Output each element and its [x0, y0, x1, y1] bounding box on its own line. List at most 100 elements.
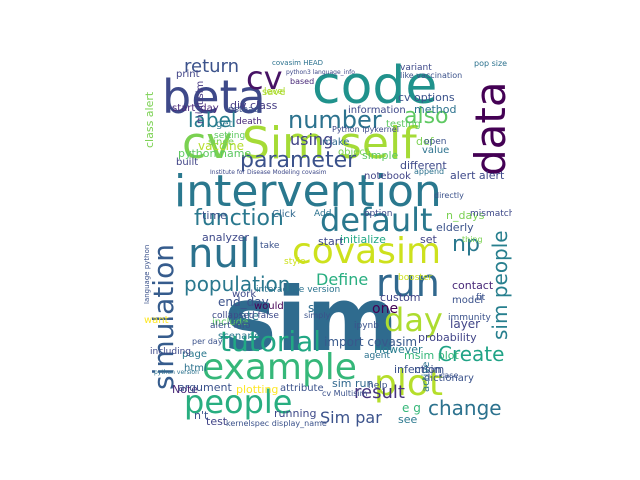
- word-different: different: [400, 159, 447, 172]
- word-nt: n't: [194, 409, 209, 422]
- word-intervention: intervention: [174, 166, 442, 217]
- word-day: day: [384, 301, 443, 339]
- word-see: see: [398, 413, 418, 426]
- word-language-python: language python: [144, 244, 151, 304]
- word-population: population: [184, 272, 291, 296]
- word-data: data: [466, 81, 512, 176]
- word-object: object: [338, 147, 369, 158]
- word-create: Create: [438, 342, 505, 366]
- word-built: built: [176, 157, 199, 168]
- word-probability: probability: [418, 331, 477, 344]
- word-simply: simply: [304, 311, 331, 320]
- word-instead: instead: [226, 105, 260, 115]
- word-however: However: [374, 343, 423, 356]
- word-people: people: [184, 383, 293, 421]
- word-value: value: [422, 145, 450, 156]
- word-save: save: [262, 87, 286, 98]
- word-plotting: plotting: [236, 383, 279, 396]
- word-start-day: start_day: [172, 103, 219, 114]
- word-cloud: sim intervention code beta Sim self cv d…: [144, 48, 512, 432]
- word-argument: argument: [178, 381, 232, 394]
- word-add: Add: [314, 209, 332, 219]
- word-vaccine: vaccine: [198, 139, 244, 153]
- word-return: return: [184, 56, 240, 77]
- word-institute-disease-modeling: Institute for Disease Modeling covasim: [210, 169, 327, 176]
- word-custom: custom: [380, 291, 421, 304]
- word-code: code: [312, 56, 438, 116]
- word-simple: simple: [362, 149, 399, 162]
- word-since: since: [208, 137, 234, 148]
- word-style: style: [284, 257, 306, 267]
- word-contact: contact: [452, 279, 494, 292]
- word-print: print: [176, 69, 200, 80]
- word-include: include: [212, 317, 249, 328]
- word-also: also: [404, 104, 449, 129]
- word-running: running: [274, 407, 317, 420]
- word-example: example: [202, 347, 357, 388]
- word-import-covasim: import covasim: [324, 335, 418, 349]
- word-date: date: [232, 309, 260, 323]
- word-booster: booster: [398, 273, 433, 283]
- word-would: would: [254, 301, 284, 312]
- word-null: null: [188, 231, 261, 277]
- word-function: function: [194, 206, 284, 231]
- word-note: Note: [172, 383, 199, 396]
- word-scenario: scenario: [218, 331, 261, 342]
- word-infection: infection: [394, 363, 442, 376]
- word-cv-multisim: cv Multisim: [322, 389, 368, 398]
- word-directly: directly: [434, 191, 464, 200]
- word-def: def: [416, 135, 434, 148]
- word-help: help: [368, 381, 388, 391]
- word-want: want: [144, 315, 169, 326]
- word-python-name: python name: [178, 147, 252, 160]
- word-immunity: immunity: [448, 313, 491, 323]
- word-per-day: per day: [192, 337, 223, 346]
- word-python-ipykernel: Python ipykernel: [332, 125, 399, 134]
- word-mismatch: mismatch: [470, 209, 512, 219]
- word-dictionary: dictionary: [424, 373, 474, 384]
- word-death: death: [236, 117, 262, 127]
- word-div-class: div class: [230, 99, 278, 112]
- word-kernelspec-display-name: kernelspec display_name: [226, 419, 327, 428]
- word-number: number: [288, 106, 382, 134]
- word-thing: thing: [462, 235, 483, 244]
- word-e-g: e g: [402, 401, 421, 415]
- word-using: using: [290, 130, 334, 149]
- word-covasim: covasim: [292, 231, 442, 272]
- word-analyzer: analyzer: [202, 231, 250, 244]
- word-like-vaccination: like vaccination: [400, 71, 463, 80]
- word-set: set: [420, 233, 437, 246]
- word-variant: variant: [400, 63, 432, 73]
- word-case: case: [440, 371, 459, 380]
- word-python3-language-info: python3 language_info: [286, 69, 355, 76]
- word-work: work: [232, 289, 257, 300]
- word-default: default: [320, 201, 433, 239]
- word-msim: msim: [414, 363, 445, 376]
- word-option: option: [364, 209, 393, 219]
- word-python-version: python version: [154, 369, 199, 376]
- word-method: method: [414, 103, 457, 116]
- word-end-day: end_day: [218, 295, 269, 309]
- word-np: np: [452, 232, 480, 257]
- word-tutorial: tutorial: [220, 325, 322, 358]
- word-click: Click: [272, 209, 296, 220]
- word-pop-size: pop size: [474, 59, 508, 68]
- word-result: result: [354, 382, 405, 403]
- word-html: html: [184, 363, 207, 374]
- word-class-alert: class alert: [144, 91, 156, 148]
- word-sim: sim: [224, 268, 399, 371]
- word-sim-self: Sim self: [242, 118, 417, 169]
- word-based: based: [290, 77, 315, 86]
- word-testing: testing: [386, 119, 421, 130]
- word-cv-mid: cv: [246, 59, 283, 97]
- word-interactive-version: interactive version: [256, 285, 341, 295]
- word-multisim: multisim: [195, 80, 206, 124]
- word-plot: plot: [374, 363, 443, 404]
- word-covasim-head: covasim HEAD: [272, 59, 324, 67]
- word-make: make: [322, 137, 350, 148]
- word-agent: agent: [364, 351, 390, 361]
- word-open: open: [424, 137, 447, 147]
- word-beta: beta: [162, 70, 266, 124]
- word-alert-info: alert info: [210, 321, 251, 331]
- word-ipynb: ipynb: [354, 321, 379, 331]
